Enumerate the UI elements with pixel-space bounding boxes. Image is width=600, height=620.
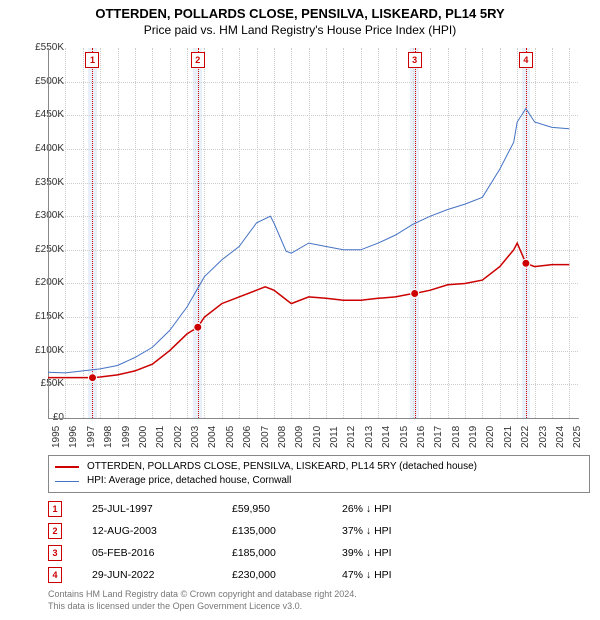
sales-date: 12-AUG-2003	[92, 525, 232, 537]
legend-item-hpi: HPI: Average price, detached house, Corn…	[55, 474, 583, 488]
x-tick-label: 2003	[190, 426, 201, 448]
x-tick-label: 1997	[86, 426, 97, 448]
sales-pct: 26% ↓ HPI	[342, 503, 462, 515]
x-tick-label: 2021	[503, 426, 514, 448]
x-tick-label: 2016	[416, 426, 427, 448]
sales-date: 05-FEB-2016	[92, 547, 232, 559]
sales-table: 1 25-JUL-1997£59,95026% ↓ HPI 2 12-AUG-2003…	[48, 498, 576, 586]
legend-item-property: OTTERDEN, POLLARDS CLOSE, PENSILVA, LISK…	[55, 460, 583, 474]
plot-area	[48, 48, 579, 419]
sales-price: £59,950	[232, 503, 342, 515]
chart-container: OTTERDEN, POLLARDS CLOSE, PENSILVA, LISK…	[0, 0, 600, 620]
x-tick-label: 1995	[51, 426, 62, 448]
sales-pct: 47% ↓ HPI	[342, 569, 462, 581]
sales-row: 2 12-AUG-2003£135,00037% ↓ HPI	[48, 520, 576, 542]
sales-pct: 37% ↓ HPI	[342, 525, 462, 537]
sales-num: 4	[48, 567, 62, 583]
chart-subtitle: Price paid vs. HM Land Registry's House …	[0, 21, 600, 41]
x-tick-label: 2007	[260, 426, 271, 448]
sales-date: 25-JUL-1997	[92, 503, 232, 515]
x-tick-label: 1996	[68, 426, 79, 448]
sales-price: £135,000	[232, 525, 342, 537]
x-tick-label: 2010	[312, 426, 323, 448]
x-tick-label: 2022	[520, 426, 531, 448]
x-tick-label: 2005	[225, 426, 236, 448]
x-tick-label: 2012	[346, 426, 357, 448]
x-tick-label: 1999	[121, 426, 132, 448]
sales-pct: 39% ↓ HPI	[342, 547, 462, 559]
sales-num: 2	[48, 523, 62, 539]
x-tick-label: 2008	[277, 426, 288, 448]
sales-price: £230,000	[232, 569, 342, 581]
sales-row: 3 05-FEB-2016£185,00039% ↓ HPI	[48, 542, 576, 564]
attribution-line2: This data is licensed under the Open Gov…	[48, 600, 357, 612]
x-tick-label: 2013	[364, 426, 375, 448]
x-tick-label: 2025	[572, 426, 583, 448]
x-tick-label: 2009	[294, 426, 305, 448]
x-tick-label: 2024	[555, 426, 566, 448]
x-tick-label: 2011	[329, 426, 340, 448]
x-tick-label: 2019	[468, 426, 479, 448]
x-tick-label: 2023	[538, 426, 549, 448]
x-tick-label: 2002	[173, 426, 184, 448]
attribution: Contains HM Land Registry data © Crown c…	[48, 588, 357, 612]
legend-label-property: OTTERDEN, POLLARDS CLOSE, PENSILVA, LISK…	[87, 460, 477, 474]
x-tick-label: 2004	[207, 426, 218, 448]
legend-swatch-property	[55, 466, 79, 468]
x-tick-label: 2017	[433, 426, 444, 448]
sales-row: 1 25-JUL-1997£59,95026% ↓ HPI	[48, 498, 576, 520]
attribution-line1: Contains HM Land Registry data © Crown c…	[48, 588, 357, 600]
x-tick-label: 2000	[138, 426, 149, 448]
chart-title: OTTERDEN, POLLARDS CLOSE, PENSILVA, LISK…	[0, 0, 600, 21]
x-tick-label: 2001	[155, 426, 166, 448]
x-tick-label: 2015	[399, 426, 410, 448]
legend-box: OTTERDEN, POLLARDS CLOSE, PENSILVA, LISK…	[48, 455, 590, 493]
sales-price: £185,000	[232, 547, 342, 559]
sales-num: 3	[48, 545, 62, 561]
legend-swatch-hpi	[55, 481, 79, 482]
x-tick-label: 1998	[103, 426, 114, 448]
legend-label-hpi: HPI: Average price, detached house, Corn…	[87, 474, 291, 488]
sales-date: 29-JUN-2022	[92, 569, 232, 581]
x-tick-label: 2006	[242, 426, 253, 448]
sales-num: 1	[48, 501, 62, 517]
x-tick-label: 2020	[485, 426, 496, 448]
sales-row: 4 29-JUN-2022£230,00047% ↓ HPI	[48, 564, 576, 586]
x-tick-label: 2014	[381, 426, 392, 448]
x-tick-label: 2018	[451, 426, 462, 448]
